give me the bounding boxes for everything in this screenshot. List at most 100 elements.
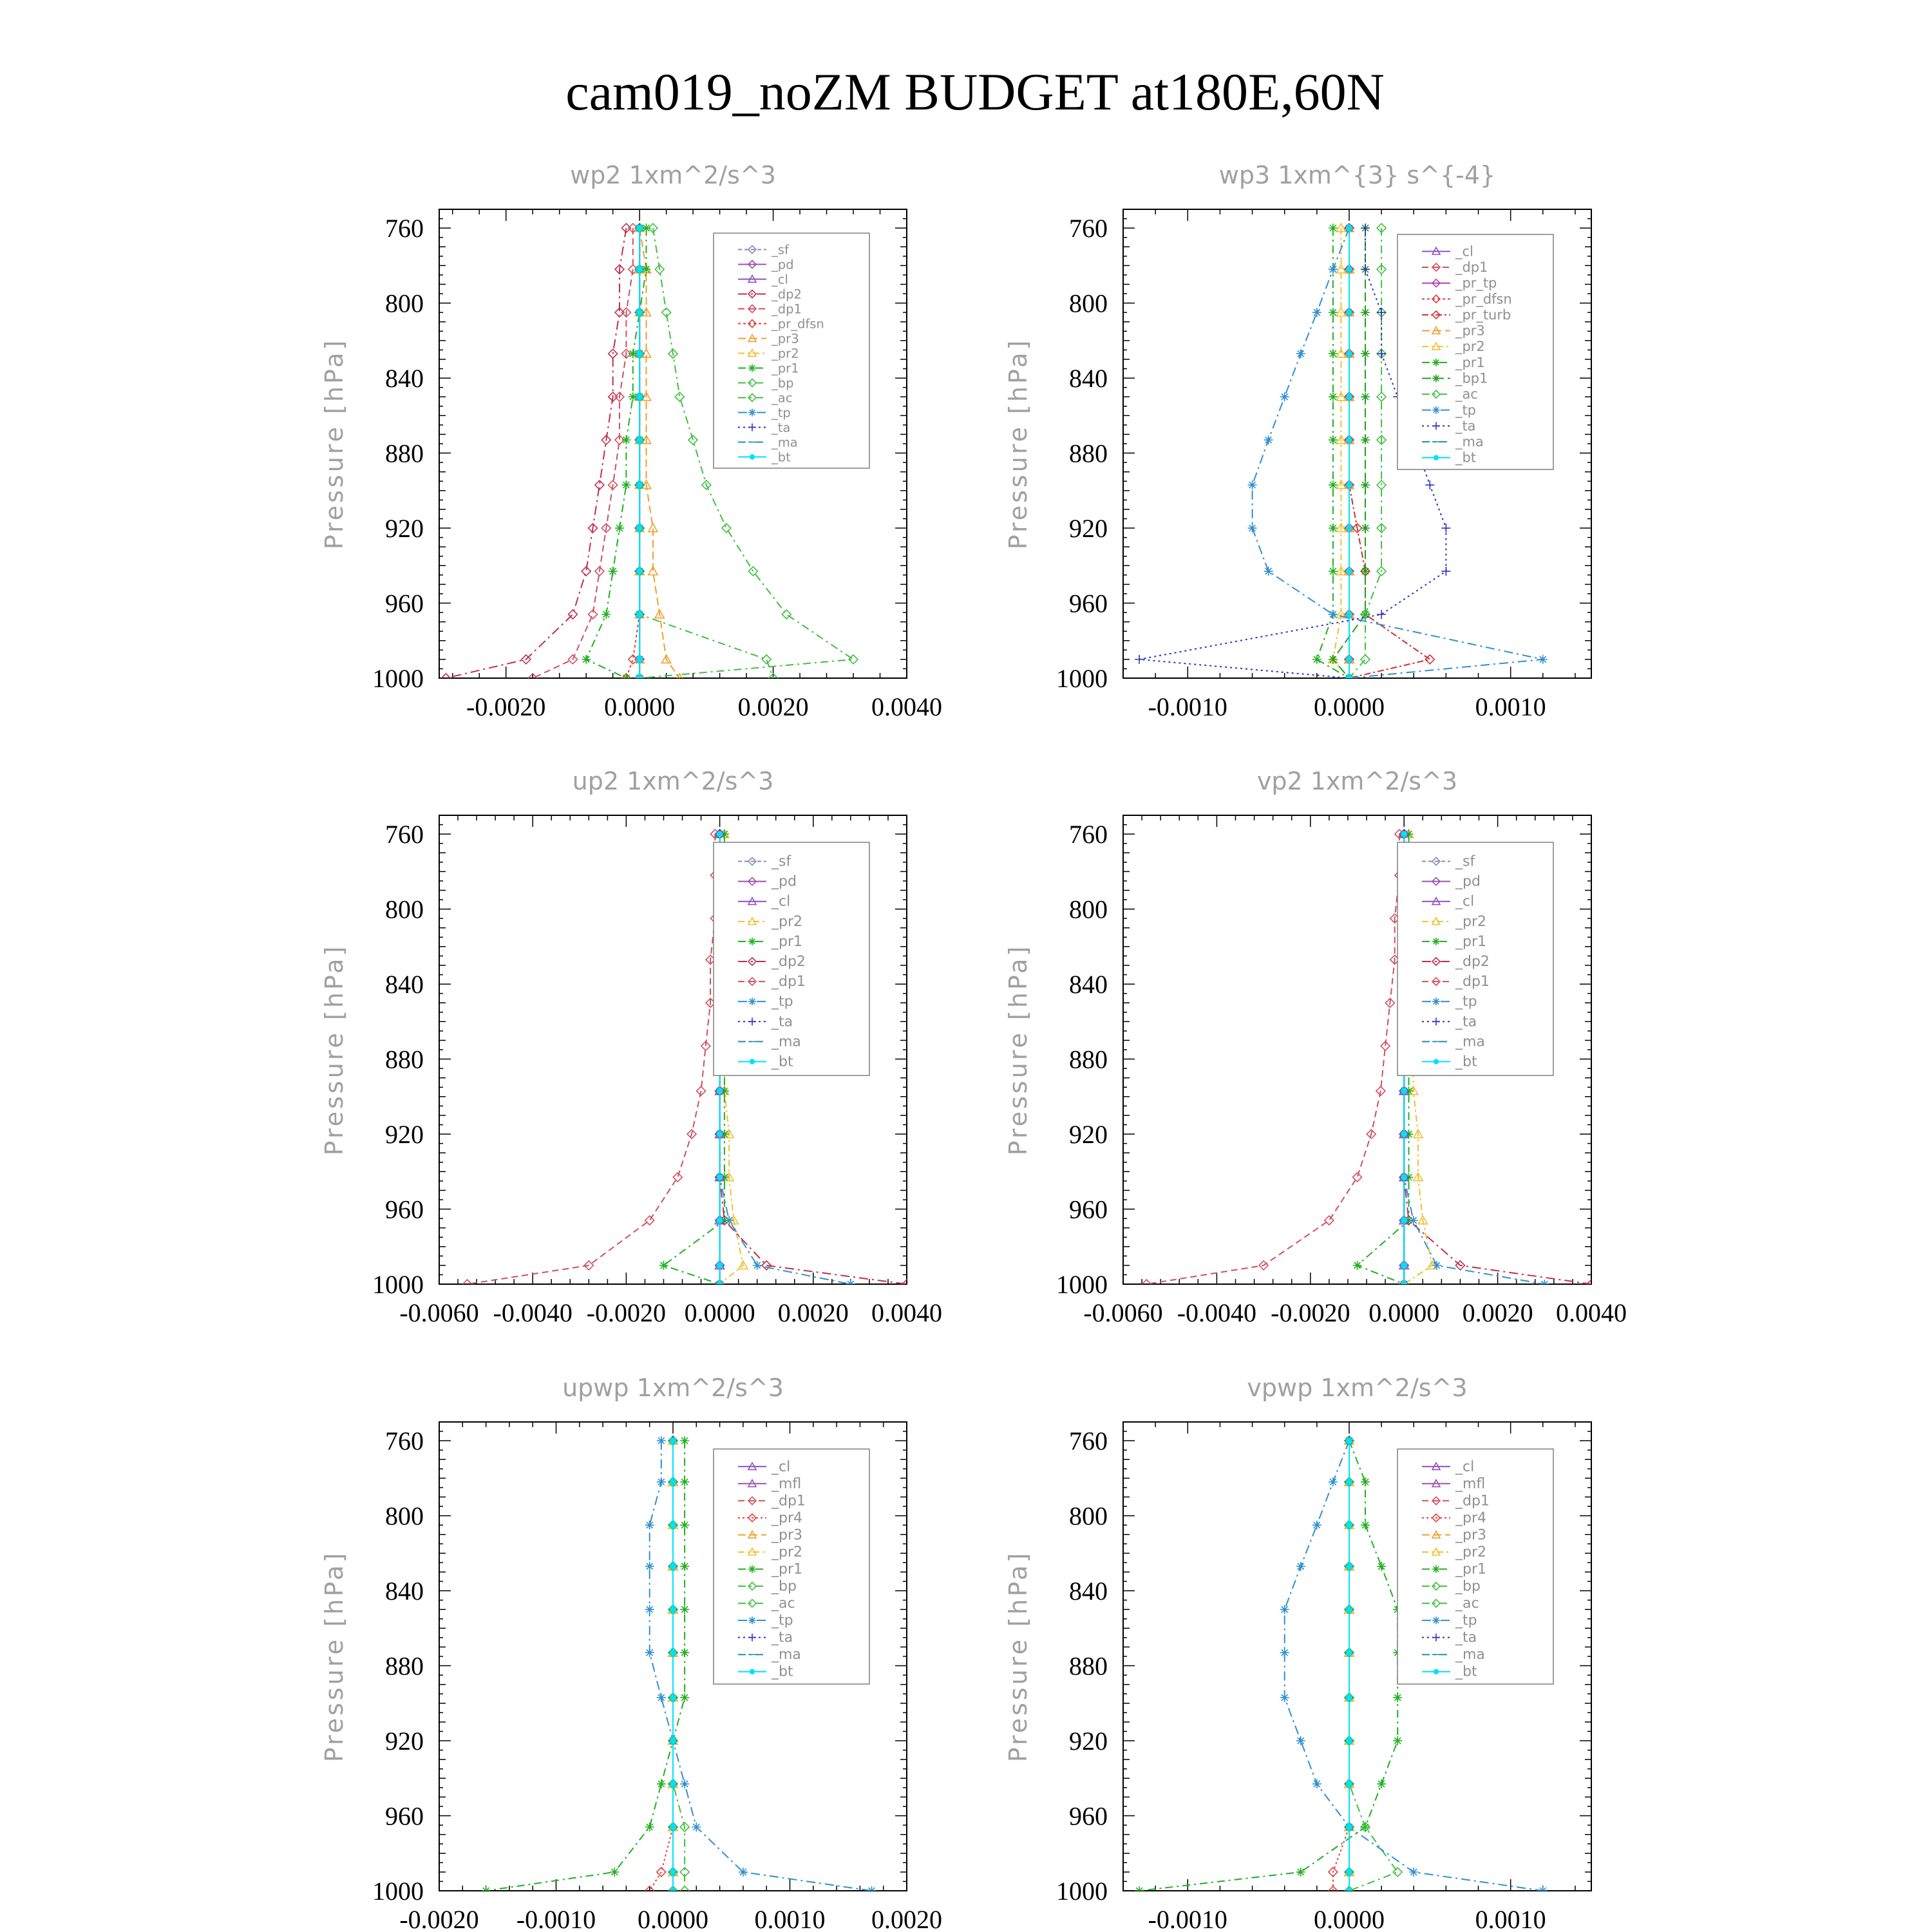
legend-entry: _pr3 <box>1455 323 1485 339</box>
legend-marker <box>1431 976 1441 987</box>
legend-entry: _pr3 <box>771 332 799 346</box>
point-marker <box>621 480 631 490</box>
legend-marker <box>747 1547 757 1556</box>
legend-marker <box>1431 389 1441 399</box>
point-marker <box>692 1822 701 1832</box>
point-marker <box>1376 392 1387 402</box>
point-marker <box>1336 307 1347 317</box>
legend-marker <box>747 378 757 388</box>
point-marker <box>1401 1088 1408 1094</box>
legend-marker <box>1431 294 1441 304</box>
series-line-bp <box>639 227 855 678</box>
point-marker <box>647 222 659 234</box>
point-marker <box>1586 1278 1591 1284</box>
legend-marker <box>1432 374 1440 383</box>
point-marker <box>716 1131 723 1137</box>
x-tick-label: -0.0060 <box>399 1298 478 1327</box>
point-marker <box>670 1479 676 1486</box>
panel-title: vp2 1xm^2/s^3 <box>1257 767 1457 795</box>
legend-marker <box>747 304 757 314</box>
point-marker <box>1336 609 1347 619</box>
point-marker <box>1346 1437 1352 1444</box>
legend-entry: _pr2 <box>771 1544 802 1560</box>
series-line-dp1 <box>1146 834 1400 1284</box>
point-marker <box>1343 1885 1355 1891</box>
point-marker <box>1352 1171 1363 1183</box>
y-axis-label: Pressure [hPa] <box>320 1551 348 1763</box>
point-marker <box>607 479 618 491</box>
point-marker <box>614 435 625 446</box>
y-tick-label: 880 <box>1069 1652 1108 1681</box>
legend-marker <box>747 1461 757 1470</box>
legend-marker <box>1433 1669 1439 1674</box>
x-tick-label: -0.0010 <box>516 1905 596 1932</box>
legend-entry: _ma <box>771 435 798 450</box>
legend-entry: _pr2 <box>1455 1544 1486 1560</box>
point-marker <box>680 1562 690 1571</box>
legend: _cl_mfl_dp1_pr4_pr3_pr2_pr1_bp_ac_tp_ta_… <box>1397 1448 1554 1685</box>
point-marker <box>716 831 723 838</box>
point-marker <box>1280 1605 1289 1615</box>
legend-box <box>713 1448 870 1685</box>
y-tick-label: 840 <box>1069 1577 1108 1605</box>
point-marker <box>761 1260 772 1271</box>
legend-entry: _bt <box>1455 1664 1477 1680</box>
chart-panel-5: upwp 1xm^2/s^3 Pressure [hPa] 760 800 840 880… <box>320 1374 942 1932</box>
point-marker <box>716 1217 723 1224</box>
y-tick-label: 760 <box>385 214 424 243</box>
series-line-pr1 <box>1316 228 1350 678</box>
point-marker <box>1346 1824 1352 1830</box>
point-marker <box>1247 480 1257 490</box>
y-tick-label: 840 <box>385 970 424 999</box>
y-tick-label: 760 <box>1069 1426 1108 1455</box>
point-marker <box>1346 1781 1352 1787</box>
point-marker <box>781 609 792 620</box>
legend-entry: _pr1 <box>1455 1562 1486 1578</box>
point-marker <box>1346 1738 1352 1744</box>
point-marker <box>1376 565 1387 577</box>
point-marker <box>1366 1128 1377 1140</box>
legend-marker <box>748 1616 756 1625</box>
y-tick-label: 1000 <box>372 664 424 693</box>
y-tick-label: 1000 <box>372 1877 424 1906</box>
legend-marker <box>748 408 756 417</box>
y-tick-label: 960 <box>1069 1802 1108 1831</box>
x-tick-label: -0.0020 <box>1271 1298 1350 1327</box>
legend-marker <box>1431 310 1441 320</box>
legend-entry: _ta <box>771 421 790 435</box>
point-marker <box>636 525 643 531</box>
legend-marker <box>747 393 757 402</box>
legend: _sf _pd _cl _pr2 _pr1 _dp2 _dp1 _tp _ta _ma _bt <box>713 842 870 1076</box>
point-marker <box>737 1260 749 1270</box>
point-marker <box>680 1436 690 1446</box>
legend-marker <box>747 1530 757 1539</box>
legend-marker <box>1433 1059 1439 1065</box>
point-marker <box>608 567 618 576</box>
point-marker <box>724 1215 734 1225</box>
point-marker <box>1346 1563 1352 1570</box>
point-marker <box>1346 611 1352 618</box>
legend-box <box>1397 234 1554 470</box>
legend-entry: _ac <box>771 391 792 406</box>
legend-marker <box>747 289 757 299</box>
legend-entry: _pr2 <box>1455 339 1485 354</box>
legend-entry: _pr_dfsn <box>1455 291 1512 307</box>
point-marker <box>1346 1606 1352 1613</box>
point-marker <box>1328 1477 1338 1487</box>
point-marker <box>1346 482 1352 488</box>
point-marker <box>1328 524 1338 533</box>
point-marker <box>738 1867 748 1877</box>
point-marker <box>1328 654 1338 664</box>
legend-marker <box>747 1598 757 1608</box>
legend-marker <box>748 937 756 945</box>
point-marker <box>583 1260 594 1271</box>
point-marker <box>1412 1171 1424 1182</box>
legend-marker <box>1431 278 1441 288</box>
point-marker <box>656 1779 666 1789</box>
legend-entry: _dp2 <box>1455 954 1490 970</box>
y-axis-label: Pressure [hPa] <box>1004 1551 1032 1763</box>
legend-marker <box>1432 998 1440 1006</box>
point-marker <box>1328 265 1338 274</box>
point-marker <box>1247 524 1257 533</box>
legend-entry: _bt <box>1455 450 1476 466</box>
